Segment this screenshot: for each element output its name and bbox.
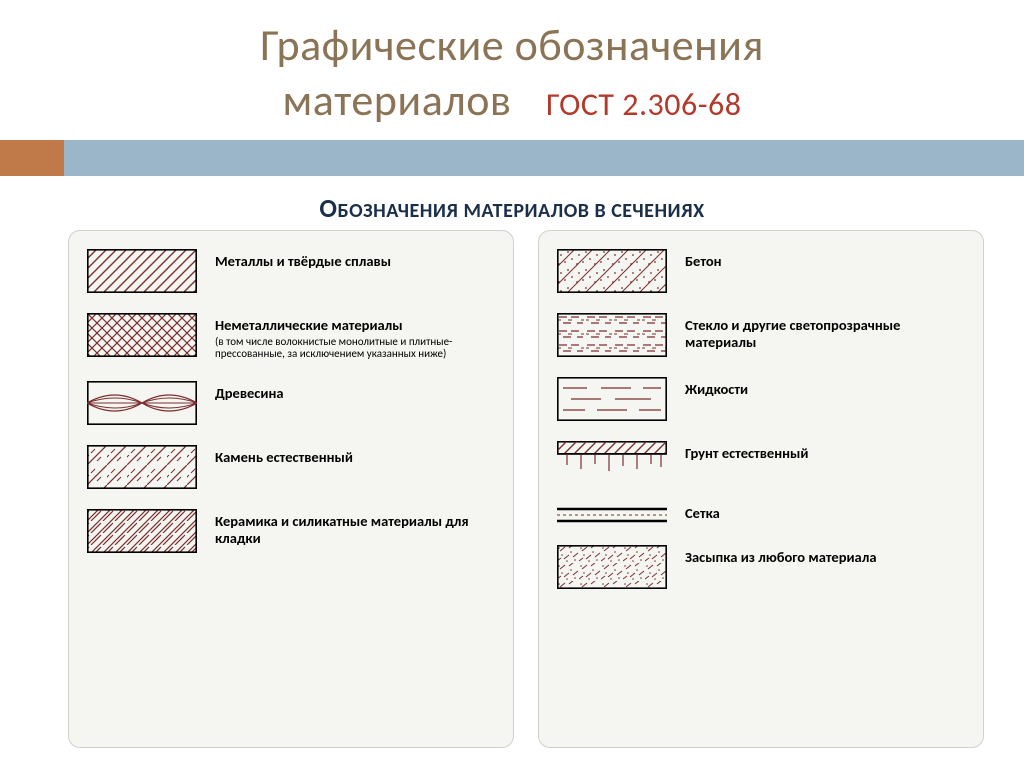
hatch-swatch-concrete	[557, 249, 667, 293]
material-item: Сетка	[557, 505, 965, 525]
columns: Металлы и твёрдые сплавы Неметаллические …	[68, 230, 984, 748]
material-item: Бетон	[557, 249, 965, 293]
hatch-swatch-glass	[557, 313, 667, 357]
material-sublabel: (в том числе волокнистые монолитные и пл…	[215, 336, 495, 361]
left-card: Металлы и твёрдые сплавы Неметаллические …	[68, 230, 514, 748]
title-line-2: материалов ГОСТ 2.306-68	[0, 73, 1024, 128]
hatch-swatch-liquid	[557, 377, 667, 421]
slide-title-block: Графические обозначения материалов ГОСТ …	[0, 0, 1024, 128]
material-item: Металлы и твёрдые сплавы	[87, 249, 495, 293]
material-label: Бетон	[685, 249, 722, 270]
material-item: Древесина	[87, 381, 495, 425]
material-label: Камень естественный	[215, 445, 353, 466]
decorative-band	[0, 140, 1024, 176]
hatch-swatch-stone	[87, 445, 197, 489]
hatch-swatch-crosshatch	[87, 313, 197, 357]
material-label: Металлы и твёрдые сплавы	[215, 249, 391, 270]
gost-label: ГОСТ 2.306-68	[546, 85, 741, 124]
material-item: Жидкости	[557, 377, 965, 421]
material-item: Камень естественный	[87, 445, 495, 489]
hatch-swatch-wood	[87, 381, 197, 425]
material-item: Неметаллические материалы(в том числе во…	[87, 313, 495, 361]
material-label: Стекло и другие светопрозрачные материал…	[685, 313, 965, 350]
material-item: Засыпка из любого материала	[557, 545, 965, 589]
material-label: Керамика и силикатные материалы для клад…	[215, 509, 495, 546]
hatch-swatch-ceramic	[87, 509, 197, 553]
material-label: Засыпка из любого материала	[685, 545, 877, 566]
material-item: Стекло и другие светопрозрачные материал…	[557, 313, 965, 357]
decorative-band-tab	[0, 140, 64, 176]
title-line-1: Графические обозначения	[0, 18, 1024, 73]
material-label: Неметаллические материалы(в том числе во…	[215, 313, 495, 361]
material-label: Жидкости	[685, 377, 748, 398]
material-label: Сетка	[685, 505, 720, 522]
material-item: Грунт естественный	[557, 441, 965, 485]
hatch-swatch-hatch45	[87, 249, 197, 293]
hatch-swatch-backfill	[557, 545, 667, 589]
material-label: Грунт естественный	[685, 441, 808, 462]
material-label: Древесина	[215, 381, 284, 402]
hatch-swatch-mesh	[557, 505, 667, 525]
hatch-swatch-soil	[557, 441, 667, 485]
material-item: Керамика и силикатные материалы для клад…	[87, 509, 495, 553]
right-card: Бетон Стекло и другие светопрозрачные мат…	[538, 230, 984, 748]
section-title: ОБОЗНАЧЕНИЯ МАТЕРИАЛОВ В СЕЧЕНИЯХ	[0, 192, 1024, 224]
